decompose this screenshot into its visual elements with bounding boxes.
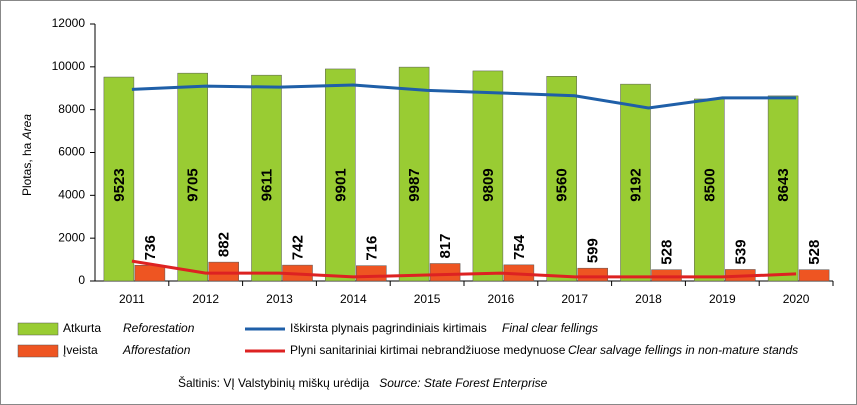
x-tick-label: 2012 <box>192 292 219 306</box>
bar <box>103 76 135 282</box>
value-label: 716 <box>363 236 380 261</box>
bar <box>429 263 461 282</box>
value-label: 8643 <box>775 168 792 201</box>
y-tick-label: 2000 <box>58 230 85 244</box>
y-tick-label: 0 <box>78 273 85 287</box>
value-label: 9809 <box>480 168 497 201</box>
value-label: 9523 <box>111 168 128 201</box>
line <box>131 259 797 279</box>
bar <box>177 72 208 282</box>
x-tick-label: 2015 <box>414 292 441 306</box>
bar <box>767 95 799 282</box>
value-label: 9611 <box>258 169 275 202</box>
legend-swatch <box>17 344 59 358</box>
bar <box>798 269 830 282</box>
y-tick-label: 8000 <box>58 102 85 116</box>
value-label: 736 <box>142 235 159 260</box>
value-label: 599 <box>585 238 602 263</box>
value-label: 817 <box>437 233 454 258</box>
legend-label: Atkurta <box>63 321 101 335</box>
y-tick-label: 4000 <box>58 188 85 202</box>
x-tick-label: 2020 <box>783 292 810 306</box>
value-label: 528 <box>806 240 823 265</box>
value-label: 742 <box>289 235 306 260</box>
value-label: 754 <box>511 234 528 260</box>
legend-label: Plyni sanitariniai kirtimai nebrandžiuos… <box>290 343 566 357</box>
x-tick-label: 2018 <box>635 292 662 306</box>
bar <box>620 83 651 282</box>
value-label: 528 <box>658 240 675 265</box>
bar <box>546 76 577 282</box>
bar <box>134 264 166 282</box>
x-tick-label: 2017 <box>561 292 588 306</box>
x-tick-label: 2011 <box>119 292 145 306</box>
x-tick-label: 2014 <box>340 292 367 306</box>
value-label: 9987 <box>406 168 423 201</box>
bar <box>694 98 725 282</box>
bar <box>208 261 239 282</box>
bar <box>577 267 608 282</box>
bar <box>472 70 504 282</box>
value-label: 9901 <box>332 168 349 201</box>
line <box>131 83 797 110</box>
bar <box>325 68 356 282</box>
legend-label-en: Afforestation <box>122 343 191 357</box>
y-label-en: Area <box>20 114 34 141</box>
value-label: 882 <box>216 232 233 257</box>
x-tick-label: 2016 <box>488 292 515 306</box>
value-label: 9705 <box>185 168 202 201</box>
bar <box>398 66 430 282</box>
source: Šaltinis: VĮ Valstybinių miškų urėdija So… <box>178 375 548 390</box>
x-tick-label: 2019 <box>709 292 736 306</box>
value-label: 8500 <box>701 168 718 201</box>
source-en: Source: State Forest Enterprise <box>379 376 547 390</box>
source-lt: Šaltinis: VĮ Valstybinių miškų urėdija <box>178 375 370 390</box>
legend-swatch <box>17 322 59 336</box>
y-tick-label: 10000 <box>52 59 86 73</box>
value-label: 9192 <box>627 168 644 201</box>
legend-label-en: Reforestation <box>123 321 195 335</box>
value-label: 9560 <box>554 168 571 201</box>
y-tick-label: 6000 <box>58 145 85 159</box>
legend-label: Įveista <box>63 343 98 357</box>
y-tick-label: 12000 <box>52 16 86 30</box>
bar <box>251 74 282 282</box>
legend-label-en: Final clear fellings <box>502 321 598 335</box>
y-axis-label: Plotas, ha Area <box>20 114 34 196</box>
bar <box>356 265 387 282</box>
bar <box>651 269 682 282</box>
y-label-lt: Plotas, ha <box>20 142 34 196</box>
x-tick-label: 2013 <box>266 292 293 306</box>
legend-label: Iškirsta plynais pagrindiniais kirtimais <box>290 321 487 335</box>
legend-label-en: Clear salvage fellings in non-mature sta… <box>568 343 798 357</box>
value-label: 539 <box>732 239 749 264</box>
